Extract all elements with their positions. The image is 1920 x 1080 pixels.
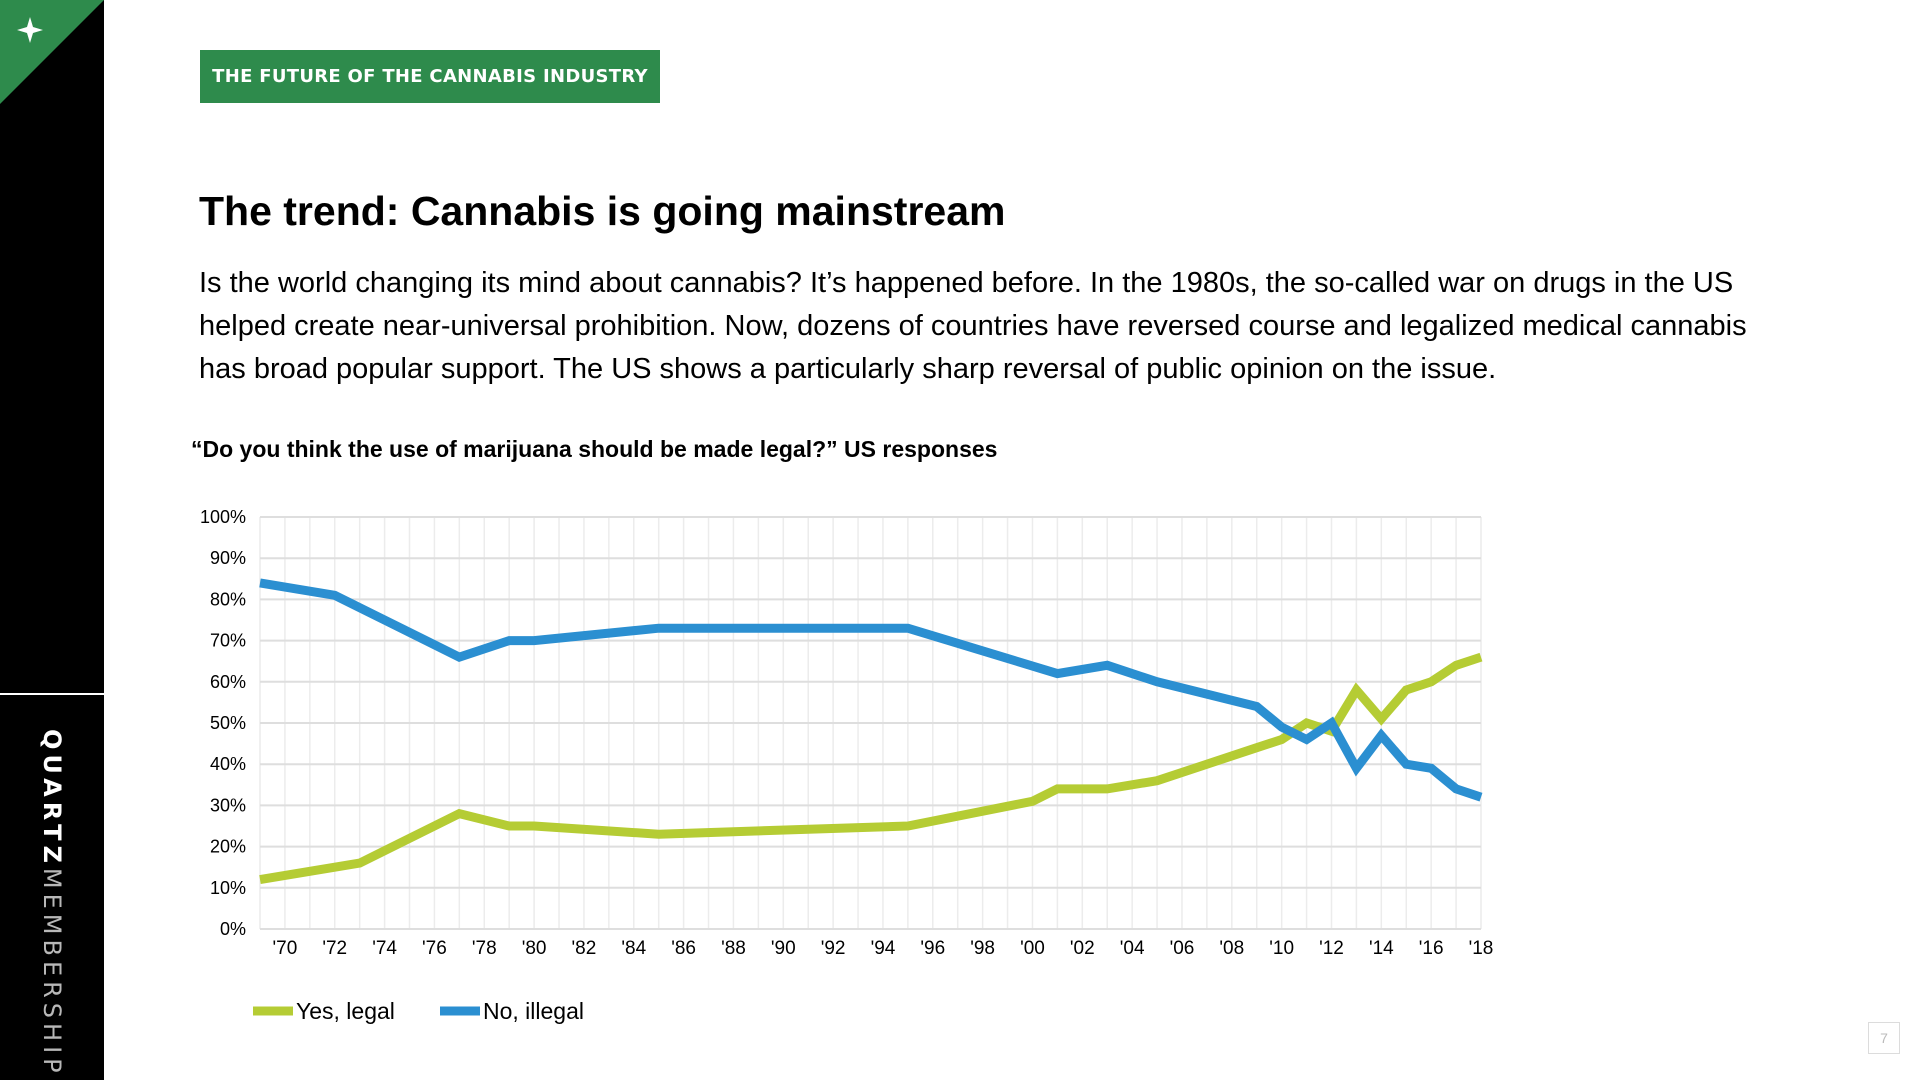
x-tick-label: '08 xyxy=(1219,938,1244,959)
x-tick-label: '94 xyxy=(871,938,896,959)
corner-badge xyxy=(0,0,104,104)
x-tick-label: '70 xyxy=(273,938,298,959)
x-tick-label: '96 xyxy=(920,938,945,959)
x-tick-label: '06 xyxy=(1170,938,1195,959)
y-tick-label: 10% xyxy=(210,878,246,898)
x-tick-label: '88 xyxy=(721,938,746,959)
y-tick-label: 80% xyxy=(210,589,246,609)
x-tick-label: '78 xyxy=(472,938,497,959)
section-badge: THE FUTURE OF THE CANNABIS INDUSTRY xyxy=(200,50,660,103)
x-tick-label: '92 xyxy=(821,938,846,959)
brand-quartz: QUARTZ xyxy=(38,729,66,868)
x-tick-label: '16 xyxy=(1419,938,1444,959)
series-line-no-illegal xyxy=(259,578,1483,802)
description-text: Is the world changing its mind about can… xyxy=(199,267,1747,385)
x-tick-label: '82 xyxy=(572,938,597,959)
x-tick-label: '74 xyxy=(372,938,397,959)
x-tick-label: '72 xyxy=(322,938,347,959)
x-tick-label: '84 xyxy=(621,938,646,959)
x-tick-label: '90 xyxy=(771,938,796,959)
brand-membership: MEMBERSHIP xyxy=(38,867,66,1078)
x-tick-label: '18 xyxy=(1469,938,1494,959)
x-tick-label: '98 xyxy=(970,938,995,959)
page-title: The trend: Cannabis is going mainstream xyxy=(199,188,1006,234)
legend-label: Yes, legal xyxy=(296,998,395,1024)
x-tick-label: '00 xyxy=(1020,938,1045,959)
y-tick-label: 0% xyxy=(220,919,246,939)
x-tick-label: '04 xyxy=(1120,938,1145,959)
x-tick-label: '02 xyxy=(1070,938,1095,959)
y-tick-label: 100% xyxy=(200,507,246,527)
chart-title: “Do you think the use of marijuana shoul… xyxy=(191,436,998,462)
x-tick-label: '14 xyxy=(1369,938,1394,959)
y-tick-label: 20% xyxy=(210,837,246,857)
legend-label: No, illegal xyxy=(483,998,584,1024)
y-tick-label: 60% xyxy=(210,672,246,692)
x-tick-label: '76 xyxy=(422,938,447,959)
sidebar-divider xyxy=(0,693,104,695)
sidebar: QUARTZMEMBERSHIP xyxy=(0,0,104,1080)
x-tick-label: '10 xyxy=(1269,938,1294,959)
sparkle-icon xyxy=(17,17,43,43)
x-tick-label: '12 xyxy=(1319,938,1344,959)
series-line-yes-legal xyxy=(259,652,1483,885)
y-tick-label: 30% xyxy=(210,795,246,815)
y-tick-label: 70% xyxy=(210,631,246,651)
x-tick-label: '86 xyxy=(671,938,696,959)
y-tick-label: 50% xyxy=(210,713,246,733)
brand-logo: QUARTZMEMBERSHIP xyxy=(38,729,66,1078)
y-tick-label: 40% xyxy=(210,754,246,774)
x-tick-label: '80 xyxy=(522,938,547,959)
y-tick-label: 90% xyxy=(210,548,246,568)
page-number: 7 xyxy=(1868,1022,1900,1054)
